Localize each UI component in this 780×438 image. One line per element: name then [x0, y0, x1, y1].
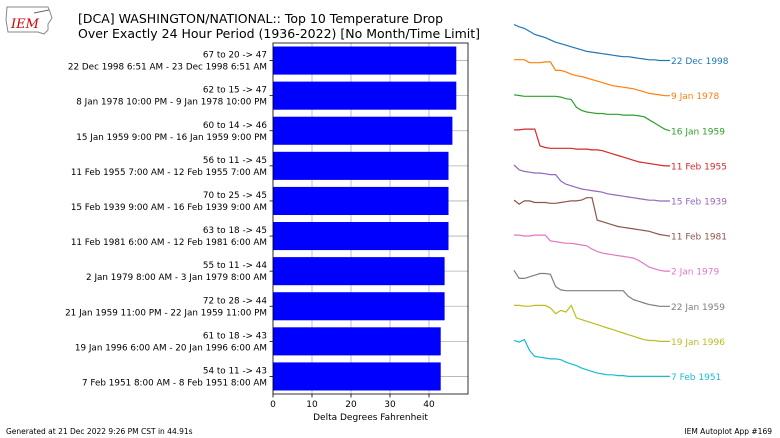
trace-label: 16 Jan 1959	[671, 127, 725, 137]
bar-label-period: 19 Jan 1996 6:00 AM - 20 Jan 1996 6:00 A…	[75, 343, 267, 353]
bar-label-period: 11 Feb 1955 7:00 AM - 12 Feb 1955 7:00 A…	[71, 168, 267, 178]
bar-label-period: 8 Jan 1978 10:00 PM - 9 Jan 1978 10:00 P…	[76, 98, 267, 108]
tick-label-x: 40	[423, 400, 435, 410]
trace-label: 22 Dec 1998	[671, 57, 729, 67]
bar	[273, 151, 449, 180]
bar-axes: 67 to 20 -> 47 22 Dec 1998 6:51 AM - 23 D…	[65, 42, 469, 423]
trace-panel: 22 Dec 1998 9 Jan 1978 16 Jan 1959 11 Feb 1…	[513, 23, 729, 383]
trace-line	[514, 128, 670, 167]
bar	[273, 186, 449, 215]
bar-label-period: 15 Jan 1959 9:00 PM - 16 Jan 1959 9:00 P…	[76, 133, 267, 143]
title-line-1: [DCA] WASHINGTON/NATIONAL:: Top 10 Tempe…	[78, 11, 444, 26]
bar-label-period: 15 Feb 1939 9:00 AM - 16 Feb 1939 9:00 A…	[71, 203, 267, 213]
trace-label: 11 Feb 1955	[671, 162, 727, 172]
plot-frame	[272, 42, 469, 395]
bar-label-drop: 55 to 11 -> 44	[203, 261, 268, 271]
trace-line	[514, 304, 670, 342]
tick-label-x: 10	[306, 400, 318, 410]
iem-logo: IEM	[5, 6, 53, 35]
bar-label-period: 7 Feb 1951 8:00 AM - 8 Feb 1951 8:00 AM	[82, 378, 267, 388]
bar-label-drop: 56 to 11 -> 45	[203, 156, 267, 166]
trace-label: 15 Feb 1939	[671, 197, 727, 207]
bar	[273, 257, 445, 286]
trace-line	[513, 269, 670, 307]
trace-label: 2 Jan 1979	[671, 268, 719, 278]
bar	[273, 222, 449, 251]
generated-note: Generated at 21 Dec 2022 9:26 PM CST in …	[6, 427, 193, 436]
bar-label-period: 21 Jan 1959 11:00 PM - 22 Jan 1959 11:00…	[65, 308, 267, 318]
bar-label-drop: 67 to 20 -> 47	[203, 51, 267, 61]
logo-stroke	[33, 9, 50, 14]
bar-label-period: 22 Dec 1998 6:51 AM - 23 Dec 1998 6:51 A…	[68, 63, 267, 73]
bar-label-drop: 63 to 18 -> 45	[203, 226, 267, 236]
tick-label-x: 30	[384, 400, 396, 410]
bar-label-drop: 60 to 14 -> 46	[203, 121, 268, 131]
tick-label-x: 0	[270, 400, 276, 410]
bar	[273, 327, 441, 356]
bar-label-drop: 72 to 28 -> 44	[203, 296, 268, 306]
app-note: IEM Autoplot App #169	[684, 427, 772, 436]
trace-label: 11 Feb 1981	[671, 233, 727, 243]
trace-line	[513, 164, 670, 202]
tick-label-x: 20	[345, 400, 357, 410]
trace-label: 7 Feb 1951	[671, 373, 721, 383]
bar	[273, 46, 457, 75]
bar	[273, 292, 445, 321]
trace-line	[513, 94, 671, 132]
bar-label-drop: 70 to 25 -> 45	[203, 191, 267, 201]
x-axis-label: Delta Degrees Fahrenheit	[313, 413, 428, 423]
trace-label: 9 Jan 1978	[671, 92, 719, 102]
iowa-outline-icon	[5, 6, 53, 35]
bar	[273, 116, 453, 145]
trace-line	[513, 197, 671, 237]
trace-line	[514, 234, 670, 272]
logo-text: IEM	[10, 17, 40, 32]
trace-line	[514, 59, 670, 97]
bar-label-drop: 54 to 11 -> 43	[203, 366, 267, 376]
bar	[273, 81, 457, 110]
bar-label-period: 11 Feb 1981 6:00 AM - 12 Feb 1981 6:00 A…	[71, 238, 267, 248]
trace-label: 19 Jan 1996	[671, 338, 725, 348]
trace-line	[513, 23, 670, 62]
title-line-2: Over Exactly 24 Hour Period (1936-2022) …	[78, 26, 481, 41]
bar-label-drop: 61 to 18 -> 43	[203, 331, 267, 341]
bar-label-drop: 62 to 15 -> 47	[203, 86, 267, 96]
bar-label-period: 2 Jan 1979 8:00 AM - 3 Jan 1979 8:00 AM	[86, 273, 267, 283]
bar	[273, 362, 441, 391]
trace-label: 22 Jan 1959	[671, 303, 725, 313]
trace-line	[513, 338, 670, 377]
chart-title: [DCA] WASHINGTON/NATIONAL:: Top 10 Tempe…	[78, 11, 480, 41]
